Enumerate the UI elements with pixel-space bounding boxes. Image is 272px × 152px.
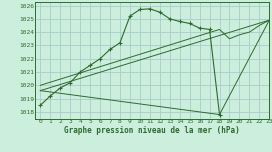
X-axis label: Graphe pression niveau de la mer (hPa): Graphe pression niveau de la mer (hPa) [64, 126, 240, 135]
